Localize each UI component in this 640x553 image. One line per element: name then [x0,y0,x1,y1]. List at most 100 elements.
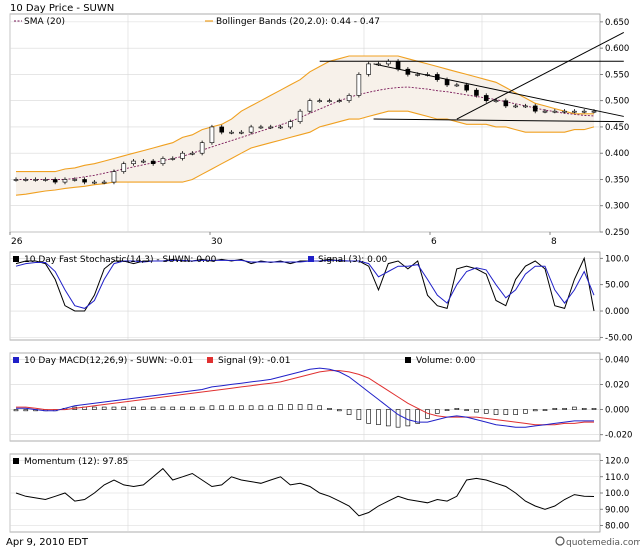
y-tick-label: 0.450 [605,123,629,133]
momentum-line [15,467,595,517]
volume-bar [385,409,391,427]
volume-bar [297,404,303,410]
candle-body [591,110,597,113]
trendline [456,31,625,120]
volume-bar [317,405,322,410]
volume-bar [199,406,205,410]
y-tick-label: 0.020 [605,380,629,390]
volume-bar [336,409,342,412]
y-tick-label: 0.000 [605,406,629,416]
candle-body [229,131,234,134]
stochastic-lines [15,256,595,312]
candle-body [317,100,322,102]
macd-panel [9,352,601,442]
volume-bar [366,409,371,424]
volume-bar [483,409,489,414]
legend-volume: Volume: 0.00 [416,356,476,366]
legend-stochastic: 10 Day Fast Stochastic(14,3) - SUWN: 0.0… [24,255,217,265]
trendline [373,118,624,123]
candle-body [503,100,509,107]
momentum-legend: Momentum (12): 97.85 [13,457,128,467]
volume-bar [356,409,362,420]
stochastic-y-axis: 100.0 50.00 0.000 -50.00 [600,254,632,343]
volume-bar [572,406,577,410]
candle-body [268,126,274,129]
volume-bar [493,409,499,415]
y-tick-label: 0.600 [605,44,629,54]
candle-body [288,121,293,128]
candle-body [239,131,244,134]
volume-bar [150,406,156,410]
candle-body [278,126,283,129]
bollinger-fill [16,56,594,196]
volume-bar [131,406,136,410]
volume-bar [23,409,29,412]
candle-body [258,126,264,129]
x-tick-label: 30 [211,237,223,247]
candle-body [43,179,48,181]
candle-body [327,100,332,102]
candle-body [141,160,146,163]
macd-signal-line [16,370,594,426]
y-tick-label: -50.00 [605,333,632,343]
y-tick-label: 0.550 [605,70,629,80]
candle-body [542,110,548,113]
candle-body [13,179,19,181]
volume-bar [13,409,19,412]
candle-body [513,105,518,108]
stochastic-panel [9,251,601,341]
candle-body [219,126,225,133]
volume-bar [542,409,548,411]
brand-name: quotemedia.com [566,538,640,548]
candlesticks [13,59,597,185]
brand-logo: quotemedia.com [555,536,640,548]
y-tick-label: 110.0 [605,473,629,483]
volume-bar [229,405,234,410]
volume-bar [405,409,411,427]
candle-body [395,60,401,70]
candle-body [150,160,156,165]
macd-lines [16,367,594,428]
volume-bar [111,406,117,410]
candle-body [366,63,371,75]
legend-momentum: Momentum (12): 97.85 [24,457,128,467]
candle-body [572,110,577,113]
y-tick-label: 90.00 [605,505,629,515]
x-tick-label: 6 [431,237,437,247]
candle-body [190,152,195,155]
macd-line [16,367,594,428]
volume-bar [121,406,127,410]
y-tick-label: 0.040 [605,355,629,365]
candle-body [454,84,460,87]
candle-body [523,105,528,108]
candle-body [160,158,166,165]
y-tick-label: 80.00 [605,522,629,532]
momentum-grid [9,454,600,532]
y-tick-label: 0.250 [605,228,629,238]
volume-bar [346,409,352,415]
y-tick-label: 120.0 [605,457,629,467]
candle-body [170,158,176,160]
y-tick-label: 100.0 [605,489,629,499]
momentum-lines [15,467,595,517]
volume-bar [454,408,460,410]
candle-body [92,181,97,184]
legend-macd-signal: Signal (9): -0.01 [218,356,290,366]
candle-body [72,179,78,181]
legend-sma: SMA (20) [24,17,65,27]
volume-bar [562,408,567,410]
candle-body [474,89,479,96]
volume-bar [591,408,597,410]
candle-body [581,110,587,113]
volume-bar [219,405,225,410]
trendline [373,63,624,117]
y-tick-label: 0.350 [605,175,629,185]
volume-bar [278,404,283,410]
y-tick-label: 0.400 [605,149,629,159]
candle-body [131,160,136,165]
candle-body [552,110,558,113]
candle-body [111,171,117,183]
y-tick-label: 0.650 [605,18,629,28]
macd-y-axis: 0.040 0.020 0.000 -0.020 [600,355,632,441]
